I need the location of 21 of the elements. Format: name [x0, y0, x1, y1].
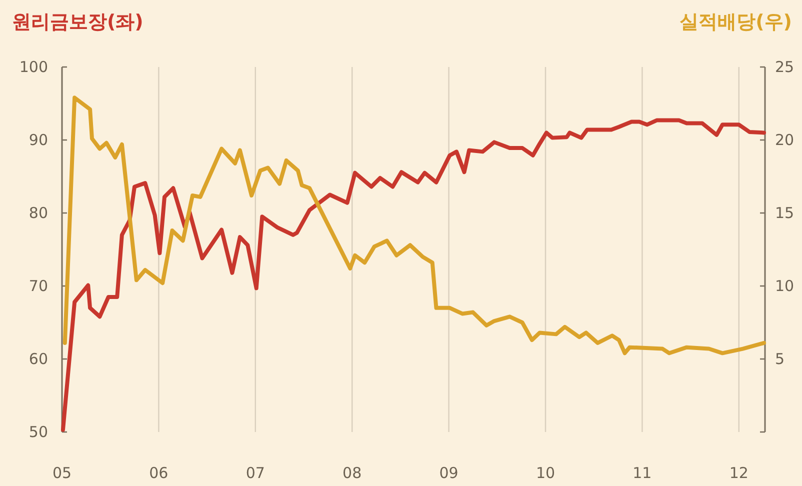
y2-tick-label: 10: [775, 277, 794, 295]
y2-tick-label: 5: [775, 350, 785, 368]
y-tick-label: 50: [28, 423, 48, 441]
x-tick-label: 07: [246, 464, 265, 482]
y2-tick-label: 25: [775, 58, 794, 76]
x-tick-label: 10: [536, 464, 556, 482]
y-tick-label: 100: [19, 58, 48, 76]
y-tick-label: 90: [28, 131, 48, 149]
y-tick-label: 80: [28, 204, 48, 222]
y-axis-title: 원리금보장(좌): [12, 11, 144, 33]
x-tick-label: 09: [439, 464, 458, 482]
y2-axis-title: 실적배당(우): [680, 11, 792, 33]
y-tick-label: 70: [28, 277, 48, 295]
y2-tick-label: 15: [775, 204, 794, 222]
y2-tick-label: 20: [775, 131, 794, 149]
x-tick-label: 12: [729, 464, 748, 482]
y-tick-label: 60: [28, 350, 48, 368]
x-tick-label: 05: [52, 464, 72, 482]
x-tick-label: 06: [149, 464, 168, 482]
x-tick-label: 08: [342, 464, 362, 482]
x-tick-label: 11: [632, 464, 652, 482]
